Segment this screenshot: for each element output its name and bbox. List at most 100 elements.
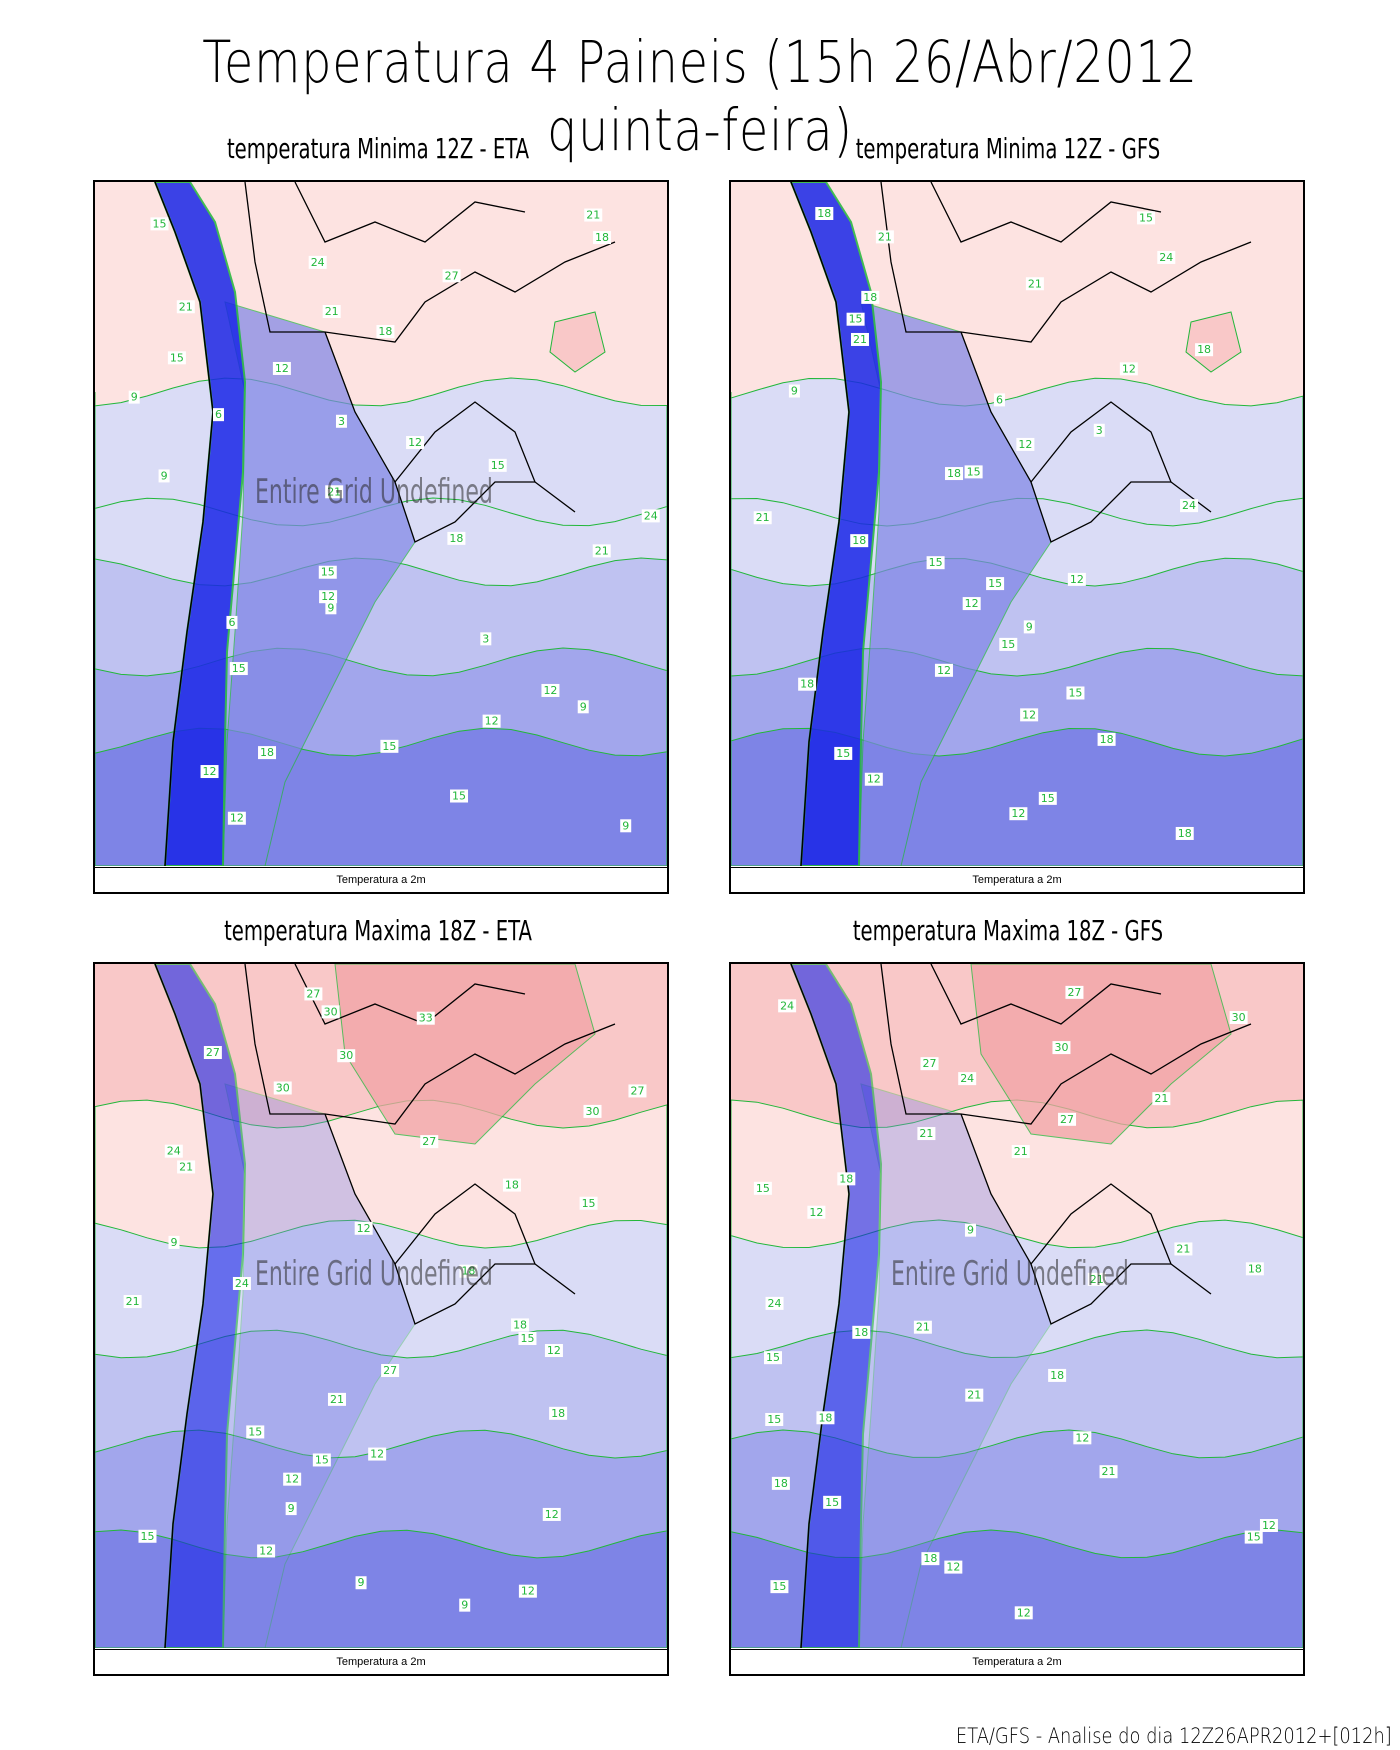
contour-label: 3 [1096, 424, 1103, 437]
contour-label-box [416, 1011, 435, 1025]
contour-label: 15 [321, 566, 335, 579]
contour-label-box [816, 1411, 835, 1425]
contour-label: 27 [923, 1057, 937, 1070]
contour-label: 27 [383, 1364, 397, 1377]
pacific-coastline [154, 182, 214, 866]
warm-cell [1185, 311, 1242, 373]
contour-label-box [355, 1576, 367, 1590]
contour-label-box [258, 746, 277, 760]
contour-label: 15 [1001, 638, 1015, 651]
contour-label-box [518, 1584, 537, 1598]
contour-label-box [765, 1296, 784, 1310]
contour-label-box [482, 714, 501, 728]
contour-label-box [480, 632, 492, 646]
contour-label: 30 [339, 1049, 353, 1062]
panel-title-2: temperatura Minima 12Z - GFS [855, 132, 1161, 165]
contour-label-box [764, 1351, 783, 1365]
contour-label: 15 [491, 459, 505, 472]
contour-label-box [753, 1181, 772, 1195]
contour-label: 12 [946, 1561, 960, 1574]
contour-label-box [771, 1476, 790, 1490]
contour-label: 27 [1060, 1113, 1074, 1126]
contour-label-box [229, 662, 248, 676]
contour-label: 21 [179, 1160, 193, 1173]
contour-label: 9 [327, 601, 334, 614]
contour-label: 9 [161, 469, 168, 482]
contour-label: 21 [1176, 1242, 1190, 1255]
contour-label: 18 [378, 325, 392, 338]
contour-label: 27 [445, 269, 459, 282]
contour-label: 18 [1197, 343, 1211, 356]
contour-label: 21 [1102, 1465, 1116, 1478]
contour-label: 30 [1232, 1011, 1246, 1024]
contour-label: 24 [768, 1297, 782, 1310]
contour-label-box [579, 1196, 598, 1210]
contour-label-box [488, 458, 507, 472]
warm-cell [549, 311, 606, 373]
contour-label: 27 [422, 1135, 436, 1148]
contour-label-box [1058, 1112, 1077, 1126]
country-border [960, 331, 1212, 513]
panel-footer-label: Temperatura a 2m [731, 867, 1303, 892]
temperature-map: 2724303027242127212118151292118212421181… [731, 964, 1303, 1648]
contour-label: 6 [228, 616, 235, 629]
contour-label-box [368, 1447, 387, 1461]
country-border [1030, 1263, 1171, 1325]
map-panel-max-eta: 27 30 33 27 30 30 27 30 27 24 21 18 15 12 9 18 24 21 18 15 1… [93, 962, 669, 1676]
contour-label-box [518, 1332, 537, 1346]
pacific-coastline [154, 964, 214, 1648]
contour-label-box [920, 1057, 939, 1071]
contour-label: 12 [521, 1585, 535, 1598]
contour-label: 12 [937, 664, 951, 677]
contour-label-box [921, 1552, 940, 1566]
contour-label-box [958, 1072, 977, 1086]
contour-label-box [381, 1364, 400, 1378]
contour-label-box [544, 1344, 563, 1358]
contour-label: 15 [248, 1425, 262, 1438]
contour-label-box [770, 1580, 789, 1594]
contour-label-box [226, 615, 238, 629]
contour-label: 18 [1178, 827, 1192, 840]
contour-label: 12 [357, 1222, 371, 1235]
contour-label-box [823, 1495, 842, 1509]
contour-label-box [620, 819, 632, 833]
contour-label: 21 [586, 209, 600, 222]
contour-label-box [852, 1325, 871, 1339]
page-title: Temperatura 4 Paineis (15h 26/Abr/2012 q… [202, 28, 1198, 164]
contour-label-box [1038, 791, 1057, 805]
contour-label: 33 [419, 1012, 433, 1025]
contour-label-box [321, 1005, 340, 1019]
contour-label: 12 [1018, 438, 1032, 451]
contour-label-box [203, 1046, 222, 1060]
contour-label: 12 [545, 1508, 559, 1521]
contour-label-box [123, 1295, 142, 1309]
contour-label-box [798, 677, 817, 691]
contour-label: 21 [1028, 277, 1042, 290]
contour-label: 15 [772, 1580, 786, 1593]
contour-label: 24 [167, 1145, 181, 1158]
contour-label: 27 [206, 1046, 220, 1059]
contour-label-box [1157, 250, 1176, 264]
contour-label: 18 [595, 231, 609, 244]
contour-label-box [864, 772, 883, 786]
contour-label-box [584, 208, 603, 222]
contour-label: 18 [947, 467, 961, 480]
contour-label-box [459, 1264, 478, 1278]
contour-label-box [511, 1318, 530, 1332]
contour-label-box [861, 290, 880, 304]
contour-label: 15 [582, 1197, 596, 1210]
pacific-coastline [790, 182, 850, 866]
contour-label: 24 [644, 509, 658, 522]
contour-label-box [158, 469, 170, 483]
contour-label: 30 [276, 1081, 290, 1094]
contour-label-box [875, 230, 894, 244]
contour-label: 15 [1139, 211, 1153, 224]
contour-label: 9 [288, 1502, 295, 1515]
contour-label: 24 [1159, 251, 1173, 264]
contour-label-box [325, 485, 344, 499]
country-border [960, 1113, 1212, 1295]
contour-label-box [232, 1276, 251, 1290]
contour-label: 21 [595, 544, 609, 557]
contour-label-box [335, 414, 347, 428]
